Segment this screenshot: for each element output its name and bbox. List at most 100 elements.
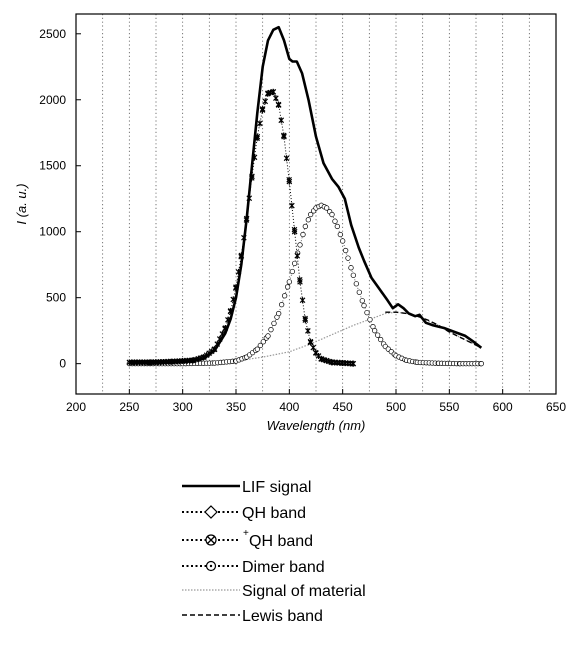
marker xyxy=(340,238,346,244)
series-line xyxy=(129,25,483,364)
series-qh-bandplus xyxy=(126,88,357,367)
marker xyxy=(307,339,314,346)
marker xyxy=(275,102,282,109)
x-axis: 200 250 300 350 400 450 500 550 600 650 xyxy=(66,389,566,414)
y-axis: 0 500 1000 1500 2000 2500 xyxy=(39,27,81,371)
marker xyxy=(271,320,277,327)
y-axis-title: I (a. u.) xyxy=(14,183,29,224)
series-layer xyxy=(126,25,484,367)
marker xyxy=(367,316,373,323)
marker xyxy=(254,346,260,352)
marker xyxy=(377,336,384,343)
legend-label: Dimer band xyxy=(242,559,325,576)
x-tick-label: 350 xyxy=(226,400,246,414)
x-tick-label: 450 xyxy=(333,400,353,414)
x-tick-label: 200 xyxy=(66,400,86,414)
marker xyxy=(334,223,340,230)
marker xyxy=(302,223,308,230)
marker xyxy=(345,255,351,261)
marker xyxy=(286,279,292,285)
marker xyxy=(302,317,309,324)
marker xyxy=(372,328,378,334)
x-tick-label: 250 xyxy=(119,400,139,414)
y-tick-label: 1500 xyxy=(39,159,66,173)
series-line xyxy=(385,311,482,349)
marker xyxy=(257,120,263,127)
legend-marker-x xyxy=(206,535,216,545)
marker xyxy=(291,228,298,235)
marker xyxy=(276,310,282,317)
legend-label: QH band xyxy=(242,505,306,522)
marker xyxy=(289,268,295,275)
marker xyxy=(299,297,306,304)
x-axis-title: Wavelength (nm) xyxy=(267,418,366,433)
series-signal-of-material xyxy=(129,311,482,365)
marker xyxy=(356,289,362,295)
legend-item: LIF signal xyxy=(182,479,311,496)
series-lif-signal xyxy=(129,25,483,364)
y-tick-label: 2500 xyxy=(39,27,66,41)
marker xyxy=(297,278,303,285)
marker xyxy=(324,205,330,211)
marker xyxy=(348,265,354,271)
marker xyxy=(350,360,357,367)
marker xyxy=(297,242,303,248)
legend-label: Lewis band xyxy=(242,608,323,625)
marker xyxy=(265,333,271,339)
series-line xyxy=(129,311,482,365)
marker xyxy=(273,95,279,102)
marker xyxy=(359,298,365,304)
y-tick-label: 0 xyxy=(59,357,66,371)
marker xyxy=(260,339,266,345)
marker xyxy=(284,284,291,290)
marker xyxy=(350,272,356,278)
x-tick-label: 600 xyxy=(493,400,513,414)
legend-item: Signal of material xyxy=(182,583,366,600)
marker xyxy=(337,231,343,238)
marker xyxy=(281,293,288,299)
legend-superscript: + xyxy=(243,528,249,539)
x-tick-label: 400 xyxy=(279,400,299,414)
marker xyxy=(289,202,295,209)
plot-frame xyxy=(75,13,557,395)
marker xyxy=(268,327,274,333)
marker xyxy=(279,301,285,308)
y-tick-label: 1000 xyxy=(39,225,66,239)
legend-item: Dimer band xyxy=(182,559,325,576)
legend-item: QH band xyxy=(182,505,306,522)
y-tick-label: 2000 xyxy=(39,93,66,107)
marker xyxy=(283,155,290,162)
legend-marker-dot xyxy=(209,564,213,568)
x-tick-label: 650 xyxy=(546,400,566,414)
marker xyxy=(329,211,335,218)
marker xyxy=(281,133,287,140)
y-tick-label: 500 xyxy=(46,291,66,305)
marker xyxy=(361,302,367,309)
marker xyxy=(294,252,301,259)
marker xyxy=(262,98,269,105)
marker xyxy=(257,342,263,349)
legend-marker xyxy=(204,505,218,519)
marker xyxy=(286,178,293,185)
x-tick-label: 550 xyxy=(439,400,459,414)
legend-label: QH band xyxy=(249,533,313,550)
marker xyxy=(478,361,484,367)
legend-item: + QH band xyxy=(182,528,313,550)
series-dimer-band xyxy=(126,202,484,367)
legend-label: LIF signal xyxy=(242,479,311,496)
marker xyxy=(310,344,317,351)
legend-label: Signal of material xyxy=(242,583,366,600)
marker xyxy=(300,231,306,238)
x-tick-label: 300 xyxy=(173,400,193,414)
marker xyxy=(353,281,359,287)
marker xyxy=(364,309,370,316)
marker xyxy=(343,247,349,254)
marker xyxy=(259,106,266,112)
series-line xyxy=(129,91,354,365)
marker xyxy=(292,260,298,267)
x-tick-label: 500 xyxy=(386,400,406,414)
marker xyxy=(305,217,311,223)
marker xyxy=(305,327,311,334)
